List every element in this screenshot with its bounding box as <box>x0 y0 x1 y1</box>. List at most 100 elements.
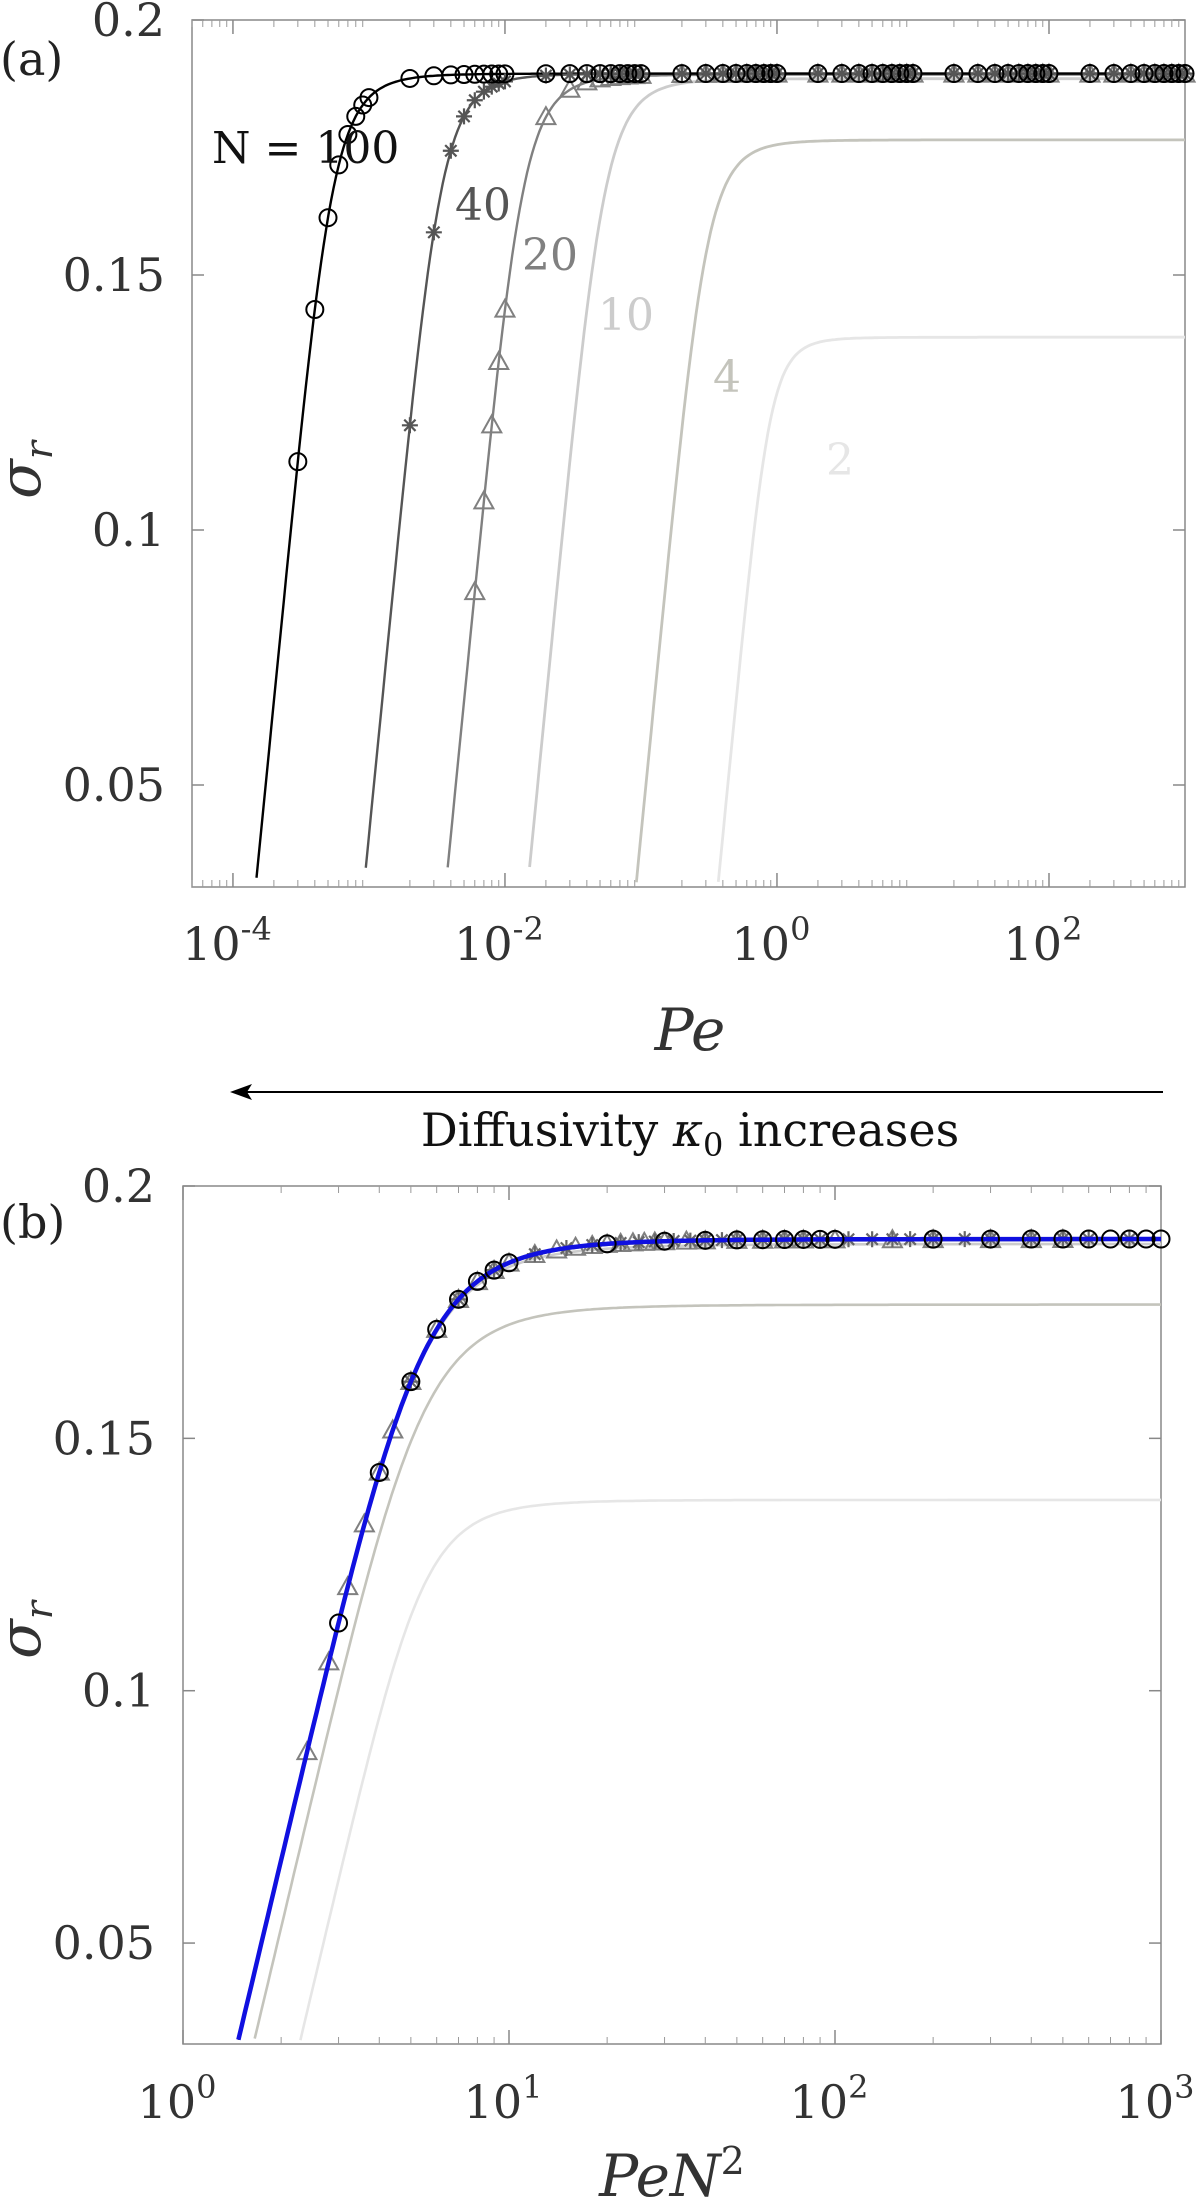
marker-circle <box>1079 1229 1099 1249</box>
collapsed-line-n2 <box>299 1498 1161 2041</box>
marker-n40 <box>986 65 1003 82</box>
marker-circle <box>1021 1229 1041 1249</box>
marker-n100 <box>713 64 733 84</box>
marker-circle <box>1053 1229 1073 1249</box>
x-tick-label: 103 <box>1116 2068 1195 2129</box>
marker-n100 <box>454 64 474 84</box>
marker-circle <box>981 1229 1001 1249</box>
marker-n20 <box>493 297 517 318</box>
series-line-n10 <box>528 77 1185 868</box>
annotation-n2: 2 <box>826 435 854 486</box>
y-tick-label: 0.15 <box>53 1411 155 1465</box>
marker-n100 <box>441 65 461 85</box>
marker-circle <box>427 1319 447 1339</box>
marker-n100 <box>767 64 787 84</box>
panel-a-y-tick-labels: 0.05 0.1 0.15 0.2 <box>63 0 165 812</box>
marker-n100 <box>590 64 610 84</box>
marker-n40 <box>632 65 649 82</box>
marker-circle <box>1136 1229 1156 1249</box>
marker-circle <box>775 1230 795 1250</box>
marker-n100 <box>672 64 692 84</box>
marker-n40 <box>1105 65 1122 82</box>
panel-a-ticks <box>191 19 1185 887</box>
marker-n40 <box>483 78 500 95</box>
marker-circle <box>753 1230 773 1250</box>
marker-n40 <box>1081 65 1098 82</box>
marker-n20 <box>487 349 510 370</box>
marker-n100 <box>610 64 630 84</box>
marker-circle <box>1101 1229 1121 1249</box>
marker-n40 <box>833 65 850 82</box>
marker-n40 <box>578 66 595 83</box>
marker-n100 <box>944 64 964 84</box>
marker-n100 <box>288 452 308 472</box>
marker-n100 <box>618 64 638 84</box>
panel-b-x-tick-labels: 100 101 102 103 <box>138 2068 1195 2129</box>
marker-n100 <box>754 64 774 84</box>
y-tick-label: 0.1 <box>82 1664 155 1718</box>
marker-circle <box>655 1231 675 1251</box>
x-tick-label: 100 <box>138 2068 217 2129</box>
marker-n100 <box>1134 64 1154 84</box>
marker-n40 <box>728 65 745 82</box>
annotation-n40: 40 <box>455 180 511 231</box>
marker-n100 <box>897 64 917 84</box>
marker-triangle <box>381 1418 404 1439</box>
marker-n40 <box>592 66 609 83</box>
marker-circle <box>449 1289 469 1309</box>
x-tick-label: 102 <box>1004 910 1083 971</box>
diffusivity-arrow: Diffusivity κ0 increases <box>230 1084 1163 1164</box>
marker-n100 <box>985 64 1005 84</box>
y-tick-label: 0.2 <box>82 1159 155 1213</box>
series-line-n4 <box>635 138 1185 883</box>
marker-n20 <box>480 413 503 434</box>
panel-b-y-tick-labels: 0.05 0.1 0.15 0.2 <box>53 1159 155 1970</box>
marker-n100 <box>998 64 1018 84</box>
marker-n40 <box>864 65 881 82</box>
marker-circle <box>467 1271 487 1291</box>
marker-n100 <box>761 64 781 84</box>
marker-n40 <box>945 65 962 82</box>
collapsed-line-n4 <box>253 1303 1161 2039</box>
panel-a-y-axis-label: σr <box>0 438 61 499</box>
y-tick-label: 0.05 <box>63 758 165 812</box>
marker-n100 <box>1018 64 1038 84</box>
marker-n40 <box>401 417 418 434</box>
marker-n40 <box>1122 65 1139 82</box>
marker-circle <box>499 1253 519 1273</box>
marker-n100 <box>329 155 349 175</box>
marker-circle <box>923 1229 943 1249</box>
arrow-head <box>230 1084 252 1100</box>
arrow-label: Diffusivity κ0 increases <box>421 1103 959 1164</box>
marker-n40 <box>456 108 473 125</box>
marker-n100 <box>726 64 746 84</box>
marker-n100 <box>346 106 366 126</box>
marker-n100 <box>849 64 869 84</box>
marker-circle <box>369 1463 389 1483</box>
annotation-n100: N = 100 <box>212 123 399 174</box>
marker-n40 <box>490 75 507 92</box>
marker-n40 <box>1000 65 1017 82</box>
marker-n40 <box>1040 65 1057 82</box>
marker-n100 <box>1080 64 1100 84</box>
marker-n100 <box>577 64 597 84</box>
marker-n40 <box>425 224 442 241</box>
marker-n100 <box>1033 64 1053 84</box>
x-tick-label: 100 <box>732 910 811 971</box>
marker-n100 <box>359 88 379 108</box>
marker-n40 <box>768 65 785 82</box>
x-tick-label: 10-2 <box>454 910 544 971</box>
marker-n100 <box>890 64 910 84</box>
panel-b-y-axis-label: σr <box>0 1598 61 1659</box>
series-line-n2 <box>716 335 1185 883</box>
marker-n100 <box>882 64 902 84</box>
panel-b-fit <box>236 1229 1171 2041</box>
marker-n20 <box>534 105 558 126</box>
annotation-n4: 4 <box>713 352 741 403</box>
marker-n100 <box>489 64 509 84</box>
marker-circle <box>329 1613 349 1633</box>
marker-n40 <box>1136 65 1153 82</box>
marker-circle <box>401 1372 421 1392</box>
